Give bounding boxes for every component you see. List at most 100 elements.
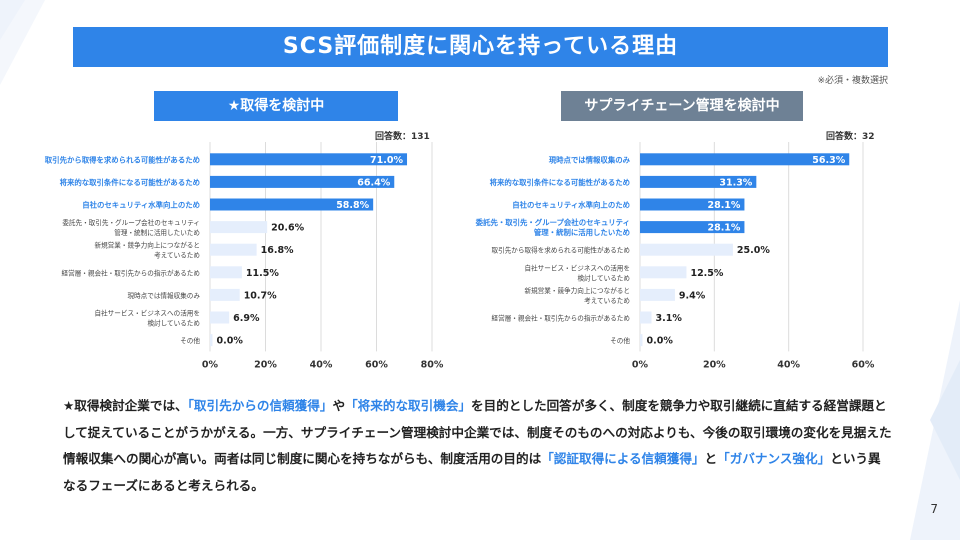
category-label: 新規営業・競争力向上につながると考えているため <box>95 241 201 260</box>
x-tick-label: 60% <box>365 359 388 370</box>
value-label: 56.3% <box>812 155 845 166</box>
value-label: 20.6% <box>271 223 304 234</box>
summary-highlight: 「将来的な取引機会」 <box>345 398 471 413</box>
summary-segment: という異なるフェーズにあると考えられる。 <box>63 451 881 493</box>
respondent-count-supply-chain: 回答数：32 <box>826 132 875 142</box>
value-label: 16.8% <box>261 245 294 256</box>
bar-row: 自社サービス・ビジネスへの活用を検討しているため 6.9% <box>95 309 260 328</box>
bar <box>210 334 213 347</box>
x-tick-label: 20% <box>703 359 726 370</box>
x-tick-label: 40% <box>777 359 800 370</box>
bar <box>640 266 687 279</box>
bar <box>640 198 745 211</box>
category-label: 自社のセキュリティ水準向上のため <box>512 201 630 210</box>
category-label: 経営層・親会社・取引先からの指示があるため <box>62 268 200 277</box>
bar-row: 委託先・取引先・グループ会社のセキュリティ管理・統制に活用したいため 28.1% <box>475 218 745 237</box>
bar <box>210 266 242 279</box>
value-label: 71.0% <box>370 155 403 166</box>
bar-row: 将来的な取引条件になる可能性があるため 66.4% <box>60 175 395 188</box>
bar <box>640 334 643 347</box>
bar-row: 経営層・親会社・取引先からの指示があるため 11.5% <box>62 266 279 279</box>
value-label: 66.4% <box>357 177 390 188</box>
bar-row: 自社のセキュリティ水準向上のため 58.8% <box>82 198 374 211</box>
category-label: 自社サービス・ビジネスへの活用を検討しているため <box>525 263 631 282</box>
value-label: 58.8% <box>336 200 369 211</box>
category-label: 将来的な取引条件になる可能性があるため <box>60 178 200 187</box>
category-label: 現時点では情報収集のみ <box>549 155 631 164</box>
bar-row: 現時点では情報収集のみ 10.7% <box>127 288 277 301</box>
value-label: 12.5% <box>690 268 723 279</box>
bar <box>640 311 652 324</box>
corner-decoration-top-left <box>0 0 45 85</box>
value-label: 10.7% <box>244 290 277 301</box>
value-label: 31.3% <box>719 177 752 188</box>
value-label: 0.0% <box>217 336 244 347</box>
bar-row: 新規営業・競争力向上につながると考えているため 16.8% <box>95 241 295 260</box>
bar-row: 委託先・取引先・グループ会社のセキュリティ管理・統制に活用したいため 20.6% <box>62 218 304 237</box>
x-tick-label: 60% <box>852 359 875 370</box>
x-tick-label: 40% <box>310 359 333 370</box>
bar-row: 現時点では情報収集のみ 56.3% <box>549 153 850 166</box>
summary-segment: を目的とした回答が多く、制度を競争力や取引継続に直結する経営課題として捉えている… <box>63 398 892 466</box>
value-label: 6.9% <box>233 313 260 324</box>
selection-note: ※必須・複数選択 <box>817 76 888 86</box>
category-label: その他 <box>180 336 200 345</box>
category-label: 将来的な取引条件になる可能性があるため <box>490 178 630 187</box>
category-label: その他 <box>610 336 630 345</box>
bar-row: 経営層・親会社・取引先からの指示があるため 3.1% <box>492 311 683 324</box>
summary-segment: ★取得検討企業では、 <box>63 398 188 413</box>
category-label: 取引先から取得を求められる可能性があるため <box>492 246 630 255</box>
bar-row: 新規営業・競争力向上につながると考えているため 9.4% <box>525 286 706 305</box>
bar <box>640 243 733 256</box>
x-tick-label: 20% <box>254 359 277 370</box>
chart-header-acquisition: ★取得を検討中 <box>154 91 398 121</box>
category-label: 取引先から取得を求められる可能性があるため <box>45 155 200 164</box>
bar <box>210 153 408 166</box>
bar <box>640 175 757 188</box>
category-label: 新規営業・競争力向上につながると考えているため <box>525 286 631 305</box>
bar <box>640 221 745 234</box>
bar <box>640 288 675 301</box>
bar-chart-supply-chain: 0% 20% 40% 60% 現時点では情報収集のみ 56.3% 将来的な取引条件になる可能… <box>475 142 875 370</box>
bar <box>210 175 395 188</box>
category-label: 自社サービス・ビジネスへの活用を検討しているため <box>95 309 201 328</box>
value-label: 3.1% <box>656 313 683 324</box>
category-label: 委託先・取引先・グループ会社のセキュリティ管理・統制に活用したいため <box>475 218 630 237</box>
summary-highlight: 「取引先からの信頼獲得」 <box>187 398 333 413</box>
bar <box>210 311 230 324</box>
value-label: 28.1% <box>707 200 740 211</box>
x-tick-label: 0% <box>632 359 649 370</box>
bar <box>210 198 374 211</box>
summary-highlight: 「ガバナンス強化」 <box>717 451 831 466</box>
bar-row: その他 0.0% <box>610 334 673 347</box>
bar-chart-acquisition: 0% 20% 40% 60% 80% 取引先から取得を求められる可能性があるため 71.0%… <box>45 142 444 370</box>
x-tick-label: 0% <box>202 359 219 370</box>
summary-highlight: 「認証取得による信頼獲得」 <box>541 451 705 466</box>
bar <box>210 288 240 301</box>
bar-row: 将来的な取引条件になる可能性があるため 31.3% <box>490 175 757 188</box>
value-label: 11.5% <box>246 268 279 279</box>
chart-header-supply-chain: サプライチェーン管理を検討中 <box>561 91 803 121</box>
bar <box>210 221 268 234</box>
corner-decoration-bottom-right <box>910 300 960 540</box>
summary-segment: と <box>704 451 718 466</box>
category-label: 自社のセキュリティ水準向上のため <box>82 201 200 210</box>
summary-segment: や <box>332 398 346 413</box>
bar-row: 取引先から取得を求められる可能性があるため 25.0% <box>492 243 770 256</box>
page-number: 7 <box>930 502 938 516</box>
bar <box>640 153 850 166</box>
respondent-count-acquisition: 回答数：131 <box>375 132 430 142</box>
value-label: 25.0% <box>737 245 770 256</box>
bar-row: その他 0.0% <box>180 334 243 347</box>
value-label: 0.0% <box>647 336 674 347</box>
bar-row: 取引先から取得を求められる可能性があるため 71.0% <box>45 153 408 166</box>
summary-text: ★取得検討企業では、「取引先からの信頼獲得」や「将来的な取引機会」を目的とした回… <box>63 393 893 499</box>
category-label: 委託先・取引先・グループ会社のセキュリティ管理・統制に活用したいため <box>62 218 200 237</box>
bar-row: 自社のセキュリティ水準向上のため 28.1% <box>512 198 745 211</box>
value-label: 28.1% <box>707 223 740 234</box>
bar <box>210 243 257 256</box>
page-title: SCS評価制度に関心を持っている理由 <box>73 27 888 67</box>
category-label: 現時点では情報収集のみ <box>127 291 200 300</box>
value-label: 9.4% <box>679 290 706 301</box>
category-label: 経営層・親会社・取引先からの指示があるため <box>492 314 630 323</box>
